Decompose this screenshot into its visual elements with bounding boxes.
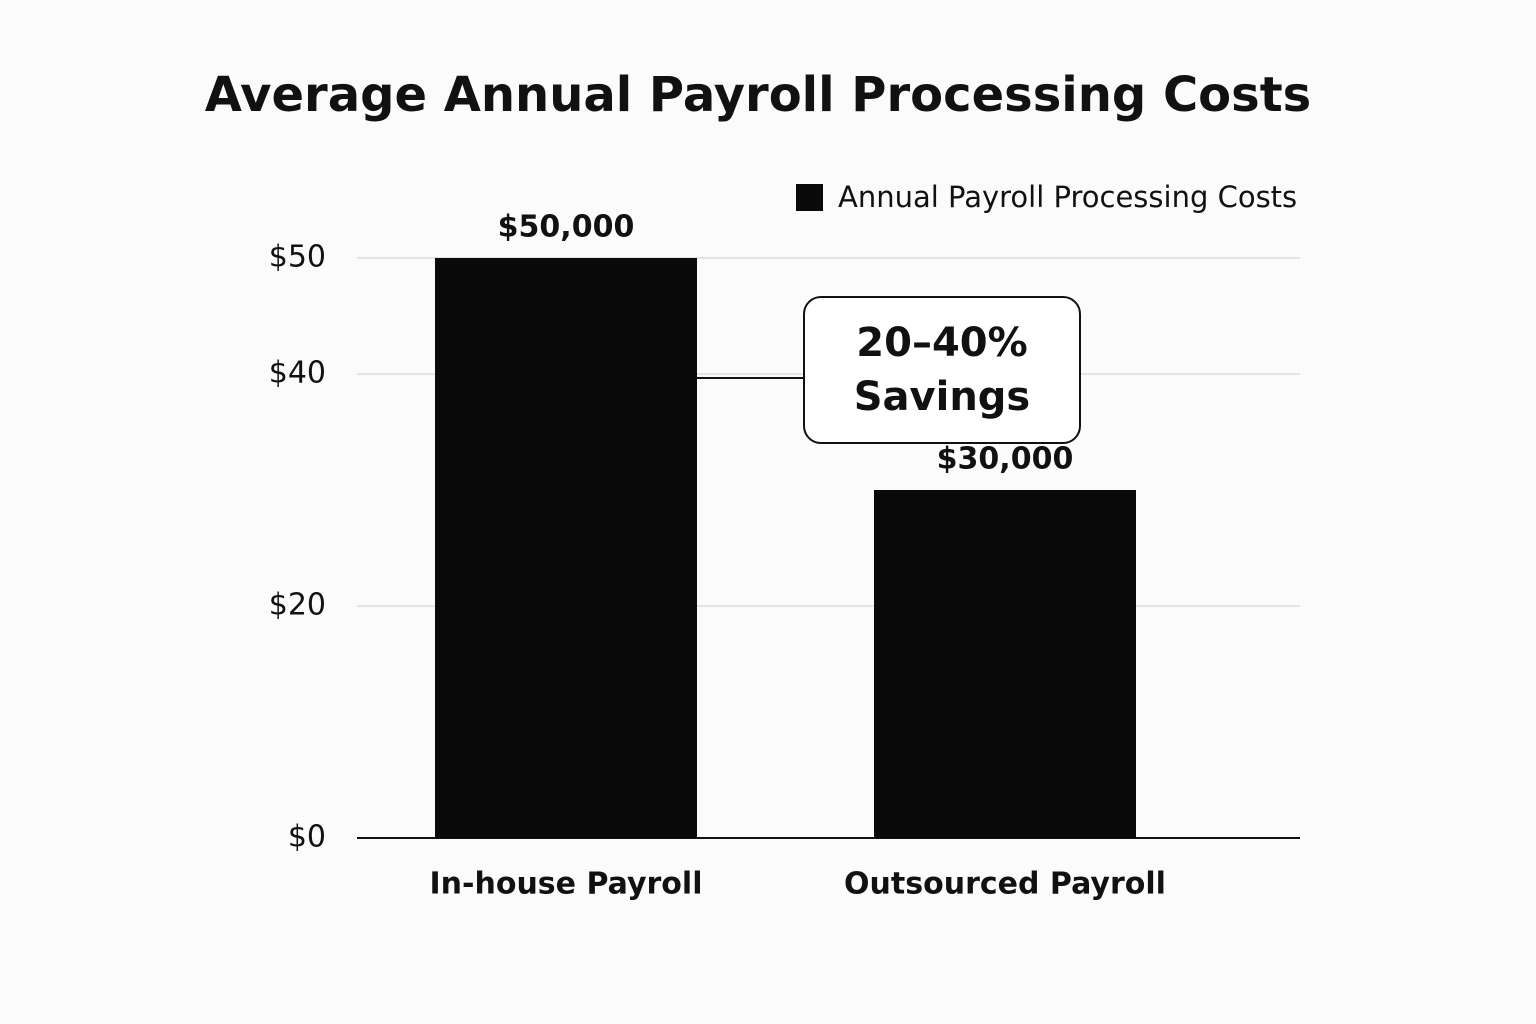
legend-label: Annual Payroll Processing Costs — [838, 180, 1297, 214]
y-tick-label: $50 — [269, 240, 326, 275]
y-tick-label: $40 — [269, 356, 326, 391]
x-tick-label: Outsourced Payroll — [844, 867, 1166, 902]
bar — [435, 258, 697, 838]
y-tick-label: $20 — [269, 588, 326, 623]
chart-title: Average Annual Payroll Processing Costs — [205, 67, 1312, 123]
value-label: $50,000 — [498, 210, 635, 245]
legend-swatch — [796, 184, 823, 211]
y-tick-label: $0 — [288, 820, 326, 855]
annotation: 20–40% Savings — [803, 296, 1081, 444]
value-label: $30,000 — [937, 442, 1074, 477]
bar — [874, 490, 1136, 838]
x-tick-label: In-house Payroll — [430, 867, 703, 902]
